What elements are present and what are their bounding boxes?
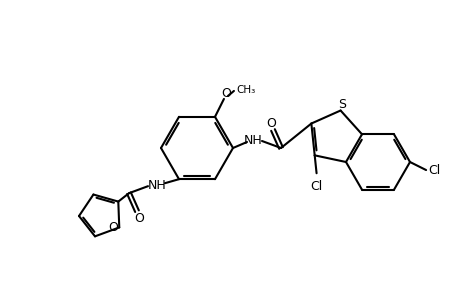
Text: O: O — [265, 116, 275, 130]
Text: CH₃: CH₃ — [235, 85, 255, 95]
Text: NH: NH — [243, 134, 262, 146]
Text: Cl: Cl — [310, 180, 322, 193]
Text: O: O — [108, 221, 118, 234]
Text: Cl: Cl — [427, 164, 439, 176]
Text: NH: NH — [147, 179, 166, 192]
Text: O: O — [220, 87, 230, 101]
Text: O: O — [134, 212, 144, 225]
Text: S: S — [338, 98, 346, 111]
